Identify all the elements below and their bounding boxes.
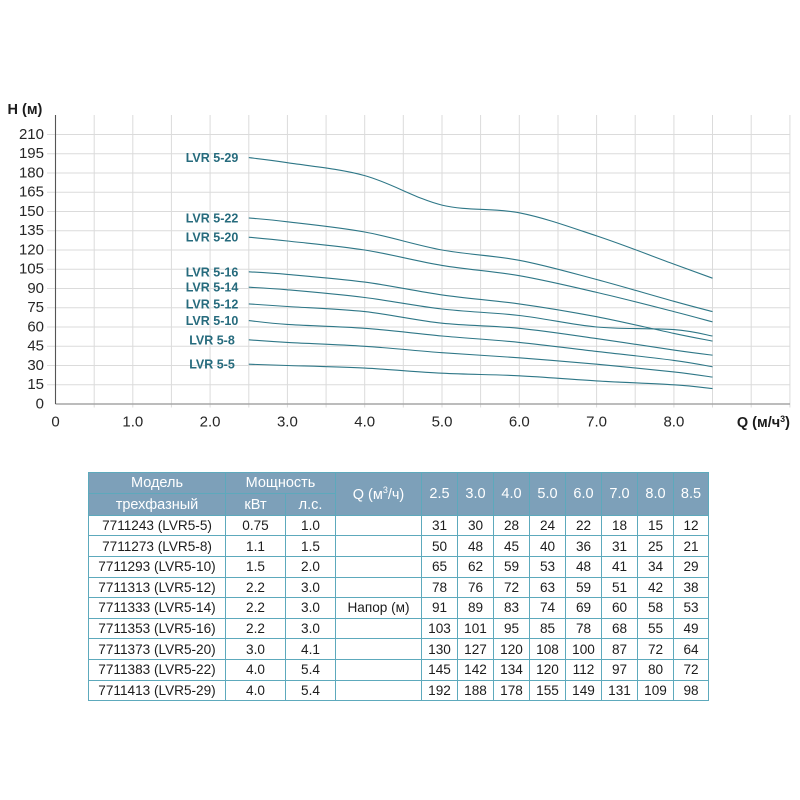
- svg-text:0: 0: [36, 395, 44, 412]
- svg-text:LVR 5-5: LVR 5-5: [189, 358, 235, 372]
- svg-text:LVR 5-14: LVR 5-14: [186, 281, 239, 295]
- svg-text:0: 0: [51, 414, 59, 431]
- svg-text:2.0: 2.0: [200, 414, 221, 431]
- svg-text:8.0: 8.0: [663, 414, 684, 431]
- svg-text:LVR 5-12: LVR 5-12: [186, 297, 239, 311]
- svg-text:105: 105: [19, 261, 44, 278]
- svg-text:LVR 5-8: LVR 5-8: [189, 333, 235, 347]
- svg-text:LVR 5-20: LVR 5-20: [186, 231, 239, 245]
- svg-text:195: 195: [19, 145, 44, 162]
- svg-text:90: 90: [27, 280, 44, 297]
- svg-text:Q (м/ч3): Q (м/ч3): [737, 414, 790, 431]
- svg-text:6.0: 6.0: [509, 414, 530, 431]
- svg-text:15: 15: [27, 376, 44, 393]
- svg-text:180: 180: [19, 164, 44, 181]
- svg-text:45: 45: [27, 338, 44, 355]
- svg-text:210: 210: [19, 126, 44, 143]
- svg-text:120: 120: [19, 241, 44, 258]
- svg-text:135: 135: [19, 222, 44, 239]
- svg-text:30: 30: [27, 357, 44, 374]
- svg-text:LVR 5-29: LVR 5-29: [186, 151, 239, 165]
- svg-text:1.0: 1.0: [122, 414, 143, 431]
- svg-text:7.0: 7.0: [586, 414, 607, 431]
- svg-text:60: 60: [27, 318, 44, 335]
- svg-text:LVR 5-16: LVR 5-16: [186, 265, 239, 279]
- svg-text:150: 150: [19, 203, 44, 220]
- svg-text:3.0: 3.0: [277, 414, 298, 431]
- svg-text:165: 165: [19, 184, 44, 201]
- svg-text:75: 75: [27, 299, 44, 316]
- svg-text:LVR 5-22: LVR 5-22: [186, 211, 239, 225]
- svg-text:LVR 5-10: LVR 5-10: [186, 314, 239, 328]
- svg-text:H (м): H (м): [8, 102, 43, 118]
- svg-text:5.0: 5.0: [432, 414, 453, 431]
- svg-text:4.0: 4.0: [354, 414, 375, 431]
